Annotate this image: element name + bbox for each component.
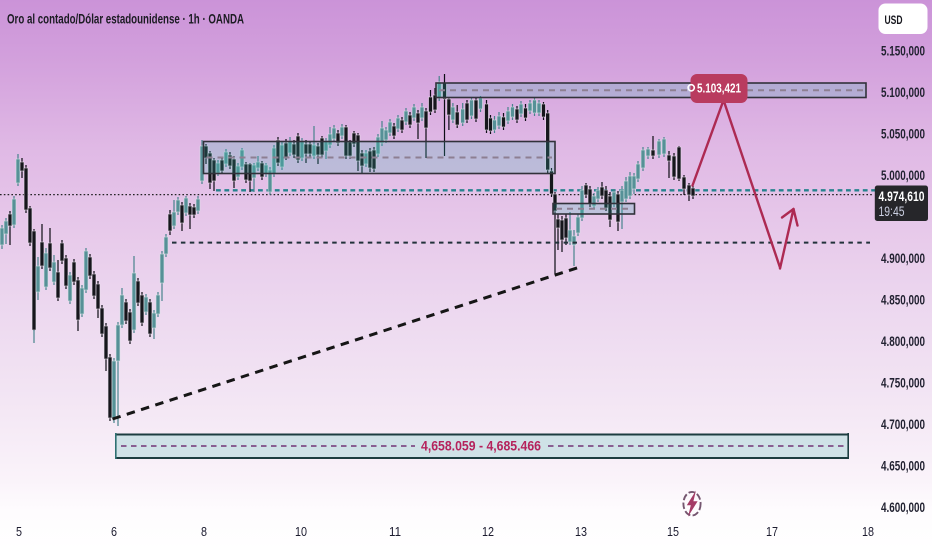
svg-text:6: 6	[111, 524, 117, 539]
svg-text:5.150,000: 5.150,000	[881, 43, 925, 59]
svg-text:19:45: 19:45	[879, 203, 905, 219]
svg-text:10: 10	[295, 524, 307, 539]
svg-text:4.974,610: 4.974,610	[879, 188, 925, 204]
svg-text:5.000,000: 5.000,000	[881, 167, 925, 183]
svg-text:11: 11	[389, 524, 401, 539]
svg-text:15: 15	[667, 524, 679, 539]
svg-text:4.650,000: 4.650,000	[881, 458, 925, 474]
svg-text:18: 18	[862, 524, 874, 539]
svg-text:13: 13	[575, 524, 587, 539]
svg-text:4.800,000: 4.800,000	[881, 333, 925, 349]
svg-text:4.600,000: 4.600,000	[881, 499, 925, 515]
svg-text:4.750,000: 4.750,000	[881, 375, 925, 391]
svg-text:17: 17	[766, 524, 778, 539]
svg-text:USD: USD	[885, 13, 903, 27]
svg-text:4.900,000: 4.900,000	[881, 250, 925, 266]
svg-text:5.050,000: 5.050,000	[881, 126, 925, 142]
svg-text:4.700,000: 4.700,000	[881, 416, 925, 432]
svg-text:8: 8	[201, 524, 207, 539]
svg-text:5: 5	[16, 524, 22, 539]
svg-text:Oro al contado/Dólar estadouni: Oro al contado/Dólar estadounidense · 1h…	[7, 11, 244, 27]
svg-text:5.103,421: 5.103,421	[697, 80, 741, 95]
svg-text:4,658.059 - 4,685.466: 4,658.059 - 4,685.466	[421, 438, 541, 454]
svg-text:12: 12	[482, 524, 494, 539]
svg-text:5.100,000: 5.100,000	[881, 84, 925, 100]
svg-text:4.850,000: 4.850,000	[881, 292, 925, 308]
